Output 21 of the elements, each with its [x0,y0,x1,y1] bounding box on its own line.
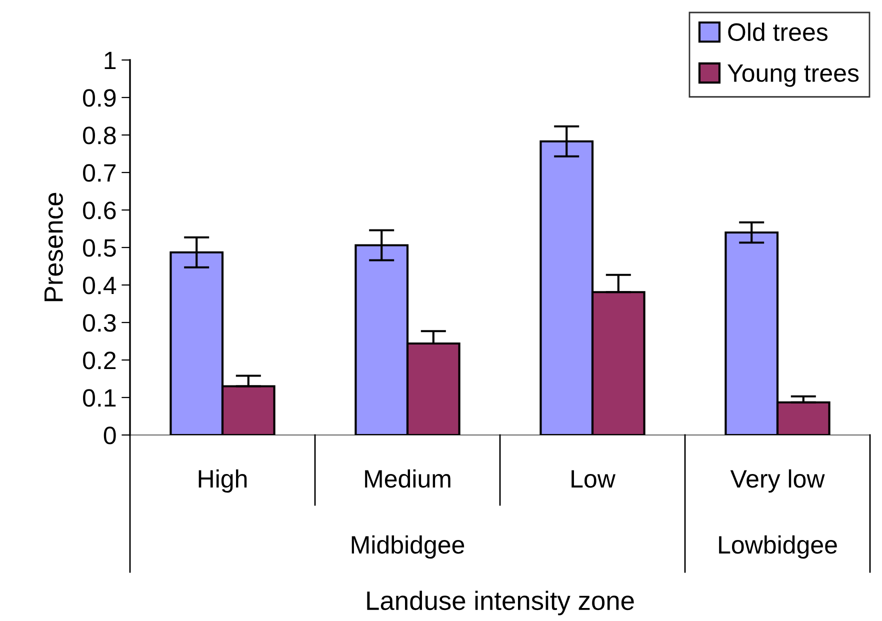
y-tick-label: 0.7 [83,164,116,182]
legend-label: Old trees [728,22,828,41]
text: Midbidgee [352,535,464,559]
y-tick-label: 0.6 [83,202,116,220]
y-tick-label: 0.4 [83,276,116,294]
x-tick-label: Medium [365,469,450,488]
x-tick-label: Low [572,470,616,488]
x-tick-label: Very low [730,469,825,493]
x-axis-title: Landuse intensity zone [367,590,634,616]
y-tick-label: 1 [104,52,116,70]
y-tick-label: 0 [104,426,116,444]
y-tick-label: 0.2 [83,352,116,370]
y-tick-label: 0.8 [83,126,116,144]
legend-label: Young trees [728,64,859,87]
y-tick-label: 0.1 [83,389,116,407]
y-tick-label: 0.5 [83,239,116,257]
y-axis-title: Presence [44,192,63,302]
y-tick-label: 0.9 [83,89,116,107]
y-tick-label: 0.3 [83,314,116,332]
x-tick-label: High [198,469,247,493]
text: Lowbidgee [719,535,837,559]
